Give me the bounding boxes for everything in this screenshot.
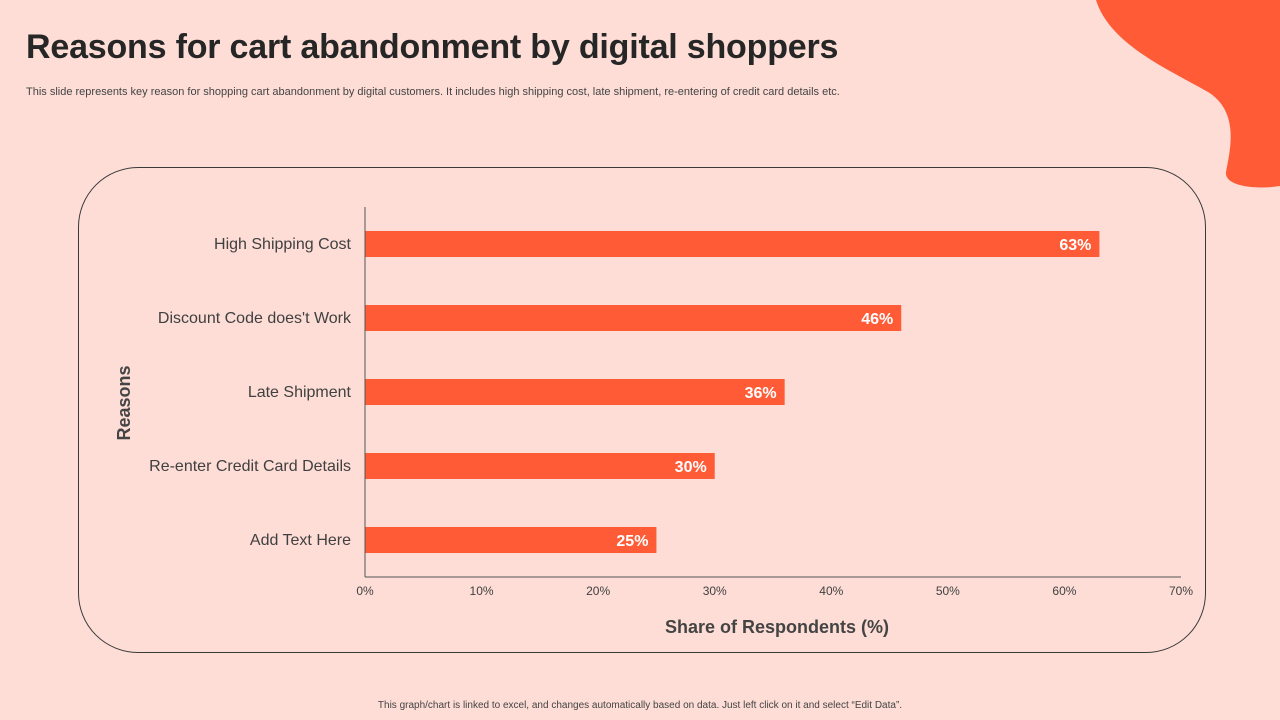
decorative-blob	[1096, 0, 1280, 188]
bars-group: 63% 46% 36% 30% 25%	[365, 231, 1100, 553]
x-tick-label-20: 20%	[586, 584, 610, 598]
y-axis-title: Reasons	[114, 365, 134, 440]
category-label-add-text-here: Add Text Here	[250, 532, 351, 549]
x-tick-label-30: 30%	[703, 584, 727, 598]
category-label-late-shipment: Late Shipment	[248, 384, 352, 401]
page-title: Reasons for cart abandonment by digital …	[26, 28, 839, 66]
chart-panel	[78, 167, 1206, 653]
x-tick-label-0: 0%	[356, 584, 374, 598]
x-tick-label-40: 40%	[819, 584, 843, 598]
bar-add-text-here	[365, 527, 657, 553]
category-label-high-shipping-cost: High Shipping Cost	[214, 236, 352, 253]
data-label-discount-code-does-t-work: 46%	[861, 311, 893, 328]
page-subtitle: This slide represents key reason for sho…	[26, 86, 840, 98]
data-label-re-enter-credit-card-details: 30%	[675, 459, 707, 476]
x-tick-label-10: 10%	[470, 584, 494, 598]
x-tick-label-60: 60%	[1052, 584, 1076, 598]
x-ticks-group: 0% 10% 20% 30% 40% 50% 60% 70%	[356, 584, 1193, 598]
bar-discount-code-does-t-work	[365, 305, 902, 331]
data-label-late-shipment: 36%	[745, 385, 777, 402]
category-label-discount-code-does-t-work: Discount Code does't Work	[158, 310, 352, 327]
x-tick-label-70: 70%	[1169, 584, 1193, 598]
category-label-re-enter-credit-card-details: Re-enter Credit Card Details	[149, 458, 351, 475]
data-label-add-text-here: 25%	[616, 533, 648, 550]
bar-high-shipping-cost	[365, 231, 1100, 257]
data-label-high-shipping-cost: 63%	[1059, 237, 1091, 254]
bar-late-shipment	[365, 379, 785, 405]
category-labels-group: High Shipping Cost Discount Code does't W…	[149, 236, 352, 549]
x-axis-title: Share of Respondents (%)	[665, 617, 889, 637]
bar-re-enter-credit-card-details	[365, 453, 715, 479]
footnote: This graph/chart is linked to excel, and…	[377, 700, 903, 711]
x-tick-label-50: 50%	[936, 584, 960, 598]
